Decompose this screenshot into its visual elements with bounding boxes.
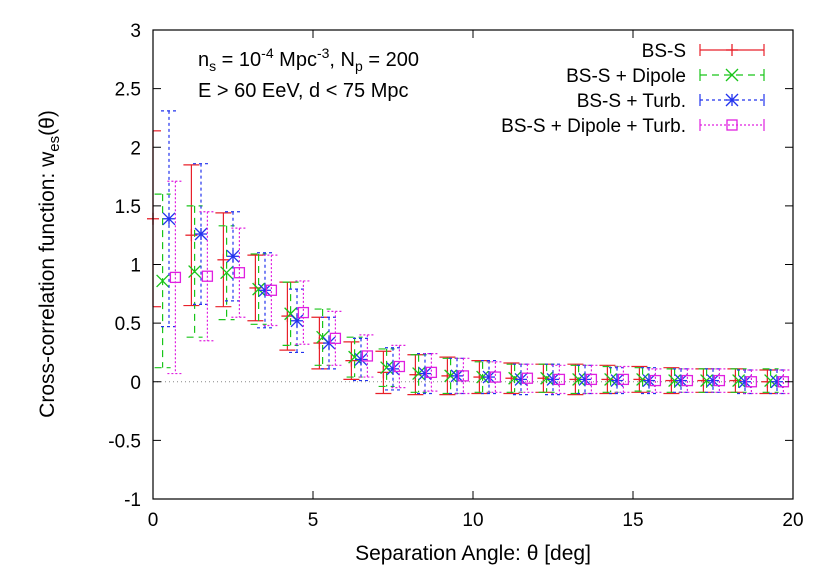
data-point-marker (649, 374, 662, 387)
series-layer (147, 110, 792, 396)
data-point-marker (265, 284, 278, 296)
data-point-marker (290, 314, 304, 328)
data-point-marker (738, 375, 752, 389)
data-point-marker (489, 371, 502, 383)
data-point-marker (444, 369, 458, 383)
data-point-marker (258, 283, 272, 297)
y-tick-label: 3 (130, 21, 141, 42)
data-point-marker (425, 366, 438, 379)
data-point-marker (169, 271, 182, 284)
data-point-marker (674, 374, 688, 388)
data-point-marker (745, 376, 758, 388)
annotation-line-2: E > 60 EeV, d < 75 Mpc (198, 80, 409, 102)
data-point-marker (393, 360, 406, 373)
y-axis-label: Cross-correlation function: wes(θ) (36, 110, 63, 418)
data-point-marker (726, 44, 738, 56)
data-point-marker (713, 374, 726, 387)
annotation-line-1: ns = 10-4 Mpc-3, Np = 200 (198, 45, 419, 74)
data-point-marker (770, 375, 784, 389)
x-tick-label: 15 (622, 510, 643, 531)
data-point-marker (546, 372, 560, 386)
x-tick-label: 20 (782, 510, 803, 531)
data-point-marker (572, 372, 586, 386)
series-3 (161, 110, 785, 396)
data-point-marker (361, 350, 374, 362)
data-point-marker (726, 119, 738, 131)
data-point-marker (482, 370, 496, 384)
data-point-marker (194, 227, 208, 241)
x-tick-label: 10 (462, 510, 483, 531)
data-point-marker (706, 374, 720, 388)
data-point-marker (578, 372, 592, 386)
data-point-marker (700, 374, 714, 388)
data-point-marker (156, 274, 170, 288)
data-point-marker (220, 266, 234, 280)
data-point-marker (457, 370, 470, 382)
y-tick-label: 2 (130, 138, 141, 159)
data-point-marker (188, 265, 202, 278)
x-axis-label: Separation Angle: θ [deg] (355, 542, 591, 565)
legend-label: BS-S + Dipole + Turb. (501, 116, 686, 137)
data-point-marker (617, 373, 630, 386)
series-2 (154, 193, 779, 395)
legend-label: BS-S + Dipole (566, 66, 686, 87)
data-point-marker (185, 229, 198, 242)
tick-layer: 0 5 10 15 20 -1 -0.5 0 0.5 1 1.5 2 2.5 3 (108, 21, 803, 531)
x-tick-label: 5 (308, 510, 319, 531)
y-tick-label: 1 (130, 256, 141, 277)
data-point-marker (386, 362, 400, 376)
data-point-marker (226, 249, 240, 263)
data-point-marker (476, 370, 490, 384)
data-point-marker (201, 270, 214, 282)
data-point-marker (585, 373, 598, 386)
data-point-marker (297, 306, 310, 319)
legend-label: BS-S + Turb. (577, 91, 686, 112)
data-point-marker (329, 332, 342, 345)
data-point-marker (450, 369, 464, 383)
y-tick-label: -1 (124, 490, 141, 511)
data-point-marker (725, 93, 739, 107)
data-point-marker (553, 373, 566, 386)
y-tick-label: 1.5 (115, 197, 141, 218)
y-tick-label: 2.5 (115, 80, 141, 101)
legend-label: BS-S (642, 41, 686, 62)
data-point-marker (412, 367, 426, 381)
x-tick-label: 0 (148, 510, 159, 531)
data-point-marker (233, 267, 246, 279)
data-point-marker (521, 372, 534, 384)
data-point-marker (377, 366, 390, 379)
data-point-marker (668, 374, 682, 388)
data-point-marker (354, 353, 368, 366)
series-1 (147, 130, 776, 396)
y-tick-label: 0 (130, 373, 141, 394)
legend: BS-S BS-S + Dipole BS-S + Turb. BS-S + Dipo… (501, 41, 765, 137)
data-point-marker (162, 212, 176, 226)
data-point-marker (681, 374, 694, 387)
data-point-marker (217, 253, 230, 266)
y-tick-label: -0.5 (108, 431, 141, 452)
y-tick-label: 0.5 (115, 314, 141, 335)
data-point-marker (725, 68, 739, 82)
data-point-marker (642, 374, 656, 388)
